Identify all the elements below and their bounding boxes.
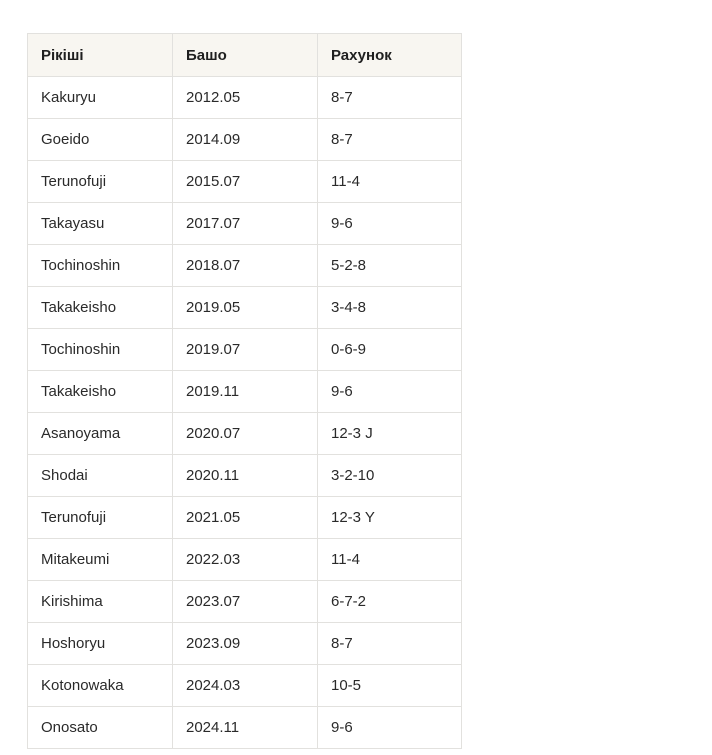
header-cell-basho: Башо <box>172 33 318 77</box>
basho-cell: 2018.07 <box>172 244 318 287</box>
rikishi-basho-table-container: Рікіші Башо Рахунок Kakuryu 2012.05 8-7 … <box>27 33 462 749</box>
table-row: Mitakeumi 2022.03 11-4 <box>27 538 462 581</box>
header-cell-score: Рахунок <box>317 33 462 77</box>
rikishi-cell: Hoshoryu <box>27 622 173 665</box>
rikishi-cell: Mitakeumi <box>27 538 173 581</box>
basho-cell: 2020.11 <box>172 454 318 497</box>
score-cell: 3-4-8 <box>317 286 462 329</box>
score-cell: 10-5 <box>317 664 462 707</box>
score-cell: 0-6-9 <box>317 328 462 371</box>
basho-cell: 2020.07 <box>172 412 318 455</box>
rikishi-cell: Shodai <box>27 454 173 497</box>
score-cell: 5-2-8 <box>317 244 462 287</box>
score-cell: 8-7 <box>317 76 462 119</box>
table-row: Takakeisho 2019.11 9-6 <box>27 370 462 413</box>
rikishi-cell: Takayasu <box>27 202 173 245</box>
score-cell: 9-6 <box>317 706 462 749</box>
rikishi-cell: Kotonowaka <box>27 664 173 707</box>
rikishi-cell: Takakeisho <box>27 286 173 329</box>
table-row: Goeido 2014.09 8-7 <box>27 118 462 161</box>
basho-cell: 2023.07 <box>172 580 318 623</box>
score-cell: 8-7 <box>317 622 462 665</box>
basho-cell: 2024.11 <box>172 706 318 749</box>
header-row: Рікіші Башо Рахунок <box>27 33 462 77</box>
table-row: Takayasu 2017.07 9-6 <box>27 202 462 245</box>
score-cell: 3-2-10 <box>317 454 462 497</box>
rikishi-cell: Kakuryu <box>27 76 173 119</box>
rikishi-cell: Terunofuji <box>27 496 173 539</box>
rikishi-cell: Takakeisho <box>27 370 173 413</box>
rikishi-basho-table: Рікіші Башо Рахунок Kakuryu 2012.05 8-7 … <box>27 33 462 749</box>
rikishi-cell: Tochinoshin <box>27 244 173 287</box>
score-cell: 6-7-2 <box>317 580 462 623</box>
rikishi-cell: Onosato <box>27 706 173 749</box>
basho-cell: 2024.03 <box>172 664 318 707</box>
table-row: Asanoyama 2020.07 12-3 J <box>27 412 462 455</box>
table-row: Kakuryu 2012.05 8-7 <box>27 76 462 119</box>
table-row: Shodai 2020.11 3-2-10 <box>27 454 462 497</box>
basho-cell: 2022.03 <box>172 538 318 581</box>
table-header: Рікіші Башо Рахунок <box>27 33 462 77</box>
basho-cell: 2019.11 <box>172 370 318 413</box>
rikishi-cell: Asanoyama <box>27 412 173 455</box>
score-cell: 8-7 <box>317 118 462 161</box>
basho-cell: 2012.05 <box>172 76 318 119</box>
table-row: Kotonowaka 2024.03 10-5 <box>27 664 462 707</box>
rikishi-cell: Kirishima <box>27 580 173 623</box>
score-cell: 11-4 <box>317 538 462 581</box>
table-row: Tochinoshin 2019.07 0-6-9 <box>27 328 462 371</box>
basho-cell: 2019.07 <box>172 328 318 371</box>
score-cell: 11-4 <box>317 160 462 203</box>
table-row: Terunofuji 2015.07 11-4 <box>27 160 462 203</box>
score-cell: 12-3 J <box>317 412 462 455</box>
basho-cell: 2023.09 <box>172 622 318 665</box>
score-cell: 9-6 <box>317 370 462 413</box>
table-row: Terunofuji 2021.05 12-3 Y <box>27 496 462 539</box>
table-row: Onosato 2024.11 9-6 <box>27 706 462 749</box>
table-row: Hoshoryu 2023.09 8-7 <box>27 622 462 665</box>
rikishi-cell: Goeido <box>27 118 173 161</box>
header-cell-rikishi: Рікіші <box>27 33 173 77</box>
basho-cell: 2019.05 <box>172 286 318 329</box>
table-body: Kakuryu 2012.05 8-7 Goeido 2014.09 8-7 T… <box>27 76 462 749</box>
score-cell: 12-3 Y <box>317 496 462 539</box>
table-row: Takakeisho 2019.05 3-4-8 <box>27 286 462 329</box>
table-row: Tochinoshin 2018.07 5-2-8 <box>27 244 462 287</box>
rikishi-cell: Terunofuji <box>27 160 173 203</box>
basho-cell: 2021.05 <box>172 496 318 539</box>
table-row: Kirishima 2023.07 6-7-2 <box>27 580 462 623</box>
rikishi-cell: Tochinoshin <box>27 328 173 371</box>
basho-cell: 2014.09 <box>172 118 318 161</box>
score-cell: 9-6 <box>317 202 462 245</box>
basho-cell: 2017.07 <box>172 202 318 245</box>
basho-cell: 2015.07 <box>172 160 318 203</box>
